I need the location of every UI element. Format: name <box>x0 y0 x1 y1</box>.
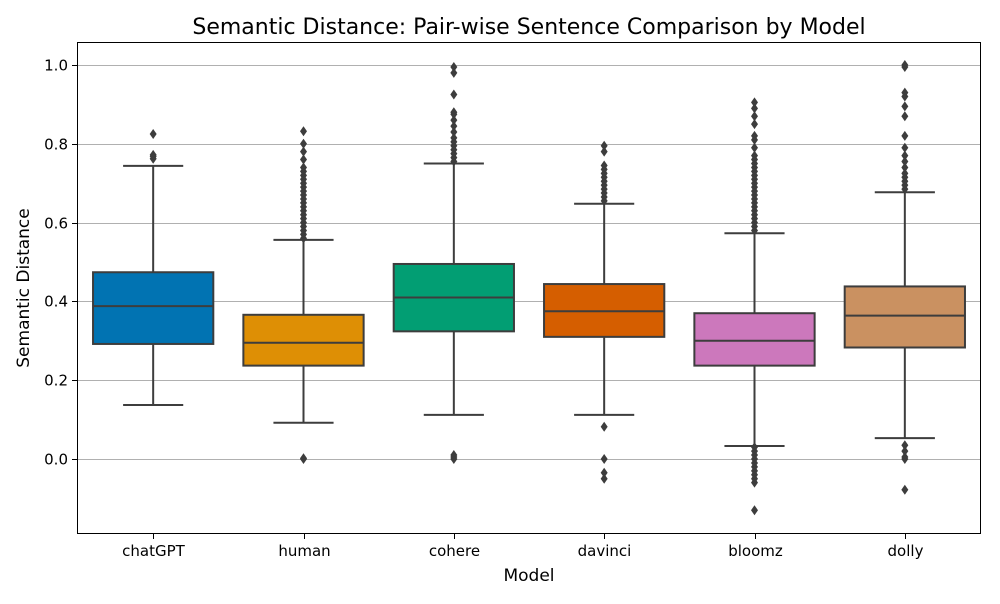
box <box>242 313 365 367</box>
outlier-point <box>751 119 758 130</box>
outlier-point <box>901 87 909 98</box>
outlier-point <box>901 452 909 463</box>
outlier-point <box>751 103 758 114</box>
outlier-point <box>901 168 909 179</box>
outlier-point <box>901 142 909 153</box>
box-group-bloomz <box>693 97 816 516</box>
outlier-point <box>901 484 909 495</box>
outlier-point <box>901 60 909 70</box>
y-tick-label: 0.6 <box>44 215 68 233</box>
x-tick-label: human <box>278 542 330 560</box>
outlier-point <box>751 505 758 516</box>
outlier-point <box>600 146 608 157</box>
boxes <box>92 60 966 516</box>
y-axis-label: Semantic Distance <box>14 208 34 367</box>
outlier-point <box>901 150 909 161</box>
outlier-point <box>300 138 307 149</box>
box-group-cohere <box>392 61 515 464</box>
outlier-point <box>450 126 458 137</box>
outlier-point <box>901 130 909 141</box>
y-tick-label: 0.4 <box>44 293 68 311</box>
outlier-point <box>300 453 307 464</box>
ticks: 0.0 0.2 0.4 0.6 0.8 1.0 chatGPT human cohere davi… <box>44 57 923 561</box>
outlier-point <box>751 111 758 122</box>
x-tick-label: dolly <box>888 542 924 560</box>
outlier-point <box>600 160 608 171</box>
outlier-point <box>600 454 608 464</box>
y-tick-label: 1.0 <box>44 57 68 75</box>
outlier-point <box>300 146 307 157</box>
chart-title: Semantic Distance: Pair-wise Sentence Co… <box>192 15 865 40</box>
y-tick-label: 0.2 <box>44 372 68 390</box>
outlier-point <box>300 126 307 137</box>
outlier-point <box>450 132 458 143</box>
box-group-human <box>242 126 365 464</box>
box-group-dolly <box>843 60 966 495</box>
box-group-chatGPT <box>92 128 215 407</box>
outlier-point <box>600 140 608 151</box>
outlier-point <box>149 149 157 160</box>
outlier-point <box>450 89 458 100</box>
grid-lines <box>78 65 980 460</box>
outlier-point <box>751 142 758 153</box>
box <box>843 285 966 349</box>
y-tick-label: 0.0 <box>44 451 68 469</box>
outlier-point <box>600 467 608 478</box>
outlier-point <box>751 442 758 453</box>
x-tick-label: davinci <box>578 542 632 560</box>
x-tick-label: chatGPT <box>122 542 185 560</box>
y-tick-label: 0.8 <box>44 136 68 154</box>
x-tick-label: bloomz <box>728 542 783 560</box>
x-tick-label: cohere <box>429 542 480 560</box>
outlier-point <box>450 67 458 78</box>
outlier-point <box>751 97 758 108</box>
outlier-point <box>600 421 608 432</box>
box <box>693 312 816 367</box>
outlier-point <box>450 115 458 126</box>
outlier-point <box>600 473 608 484</box>
outlier-point <box>751 150 758 161</box>
outlier-point <box>901 101 909 112</box>
outlier-point <box>901 111 909 122</box>
outlier-point <box>450 450 458 461</box>
outlier-point <box>450 121 458 132</box>
outlier-point <box>901 162 909 173</box>
outlier-point <box>149 128 157 139</box>
plot-frame <box>77 42 981 534</box>
box-group-davinci <box>543 140 666 484</box>
outlier-point <box>300 162 307 173</box>
x-axis-label: Model <box>503 566 554 586</box>
outlier-point <box>300 154 307 165</box>
outlier-point <box>901 446 909 457</box>
outlier-point <box>901 440 909 451</box>
outlier-point <box>450 61 458 72</box>
box <box>92 271 215 345</box>
outlier-point <box>751 130 758 141</box>
outlier-point <box>901 156 909 167</box>
outlier-point <box>450 107 458 118</box>
